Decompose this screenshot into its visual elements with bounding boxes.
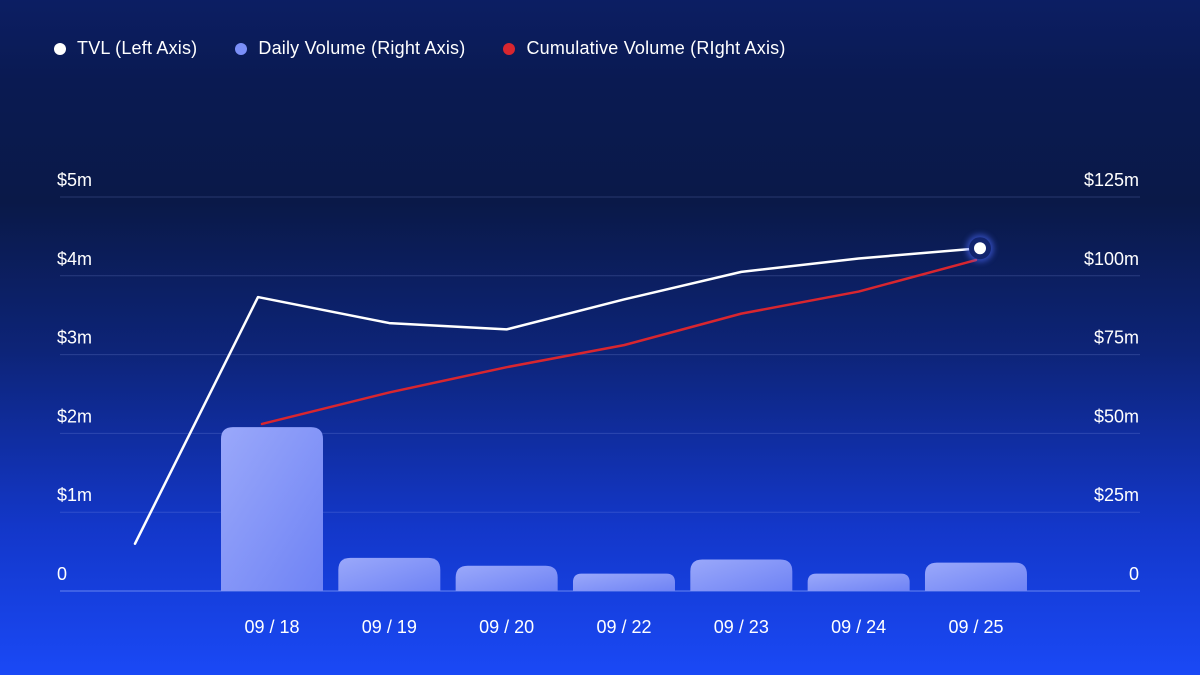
right-axis-tick-label: $50m (1094, 406, 1139, 426)
x-axis-tick-label: 09 / 19 (362, 617, 417, 637)
x-axis-tick-label: 09 / 25 (948, 617, 1003, 637)
right-axis-tick-label: 0 (1129, 564, 1139, 584)
legend-item-daily-volume[interactable]: Daily Volume (Right Axis) (235, 38, 465, 59)
legend-item-cumulative-volume[interactable]: Cumulative Volume (RIght Axis) (503, 38, 785, 59)
bars-layer (221, 427, 1027, 591)
cumulative-volume-line (260, 258, 978, 426)
left-axis-tick-label: $1m (57, 485, 92, 505)
left-axis-tick-label: $2m (57, 406, 92, 426)
left-axis-tick-label: $5m (57, 170, 92, 190)
x-axis-tick-label: 09 / 18 (244, 617, 299, 637)
legend-label-daily-volume: Daily Volume (Right Axis) (258, 38, 466, 58)
daily-volume-bar (690, 559, 793, 591)
legend-label-cumulative-volume: Cumulative Volume (RIght Axis) (526, 38, 786, 58)
chart-legend: TVL (Left Axis) Daily Volume (Right Axis… (54, 38, 786, 59)
labels-layer: 0 0 $1m $25m $2m $50m $3m $75m $4m $100m $5m $125m 0… (57, 170, 1139, 637)
left-axis-tick-label: 0 (57, 564, 67, 584)
x-axis-tick-label: 09 / 22 (596, 617, 651, 637)
daily-volume-bar (221, 427, 323, 591)
daily-volume-bar (455, 565, 558, 591)
left-axis-tick-label: $3m (57, 328, 92, 348)
right-axis-tick-label: $25m (1094, 485, 1139, 505)
left-axis-tick-label: $4m (57, 249, 92, 269)
x-axis-tick-label: 09 / 24 (831, 617, 886, 637)
daily-volume-bar (338, 557, 441, 591)
legend-item-tvl[interactable]: TVL (Left Axis) (54, 38, 197, 59)
daily-volume-bar (807, 573, 910, 591)
x-axis-tick-label: 09 / 23 (714, 617, 769, 637)
legend-dot-cumulative-volume (503, 42, 516, 55)
legend-label-tvl: TVL (Left Axis) (77, 38, 198, 58)
tvl-end-marker (974, 242, 986, 255)
daily-volume-bar (572, 573, 675, 591)
lines-layer (133, 234, 994, 545)
right-axis-tick-label: $100m (1084, 249, 1139, 269)
right-axis-tick-label: $75m (1094, 328, 1139, 348)
legend-dot-daily-volume (235, 42, 248, 55)
x-axis-tick-label: 09 / 20 (479, 617, 534, 637)
right-axis-tick-label: $125m (1084, 170, 1139, 190)
daily-volume-bar (924, 562, 1027, 591)
tvl-line (133, 246, 982, 545)
legend-dot-tvl (54, 42, 66, 55)
